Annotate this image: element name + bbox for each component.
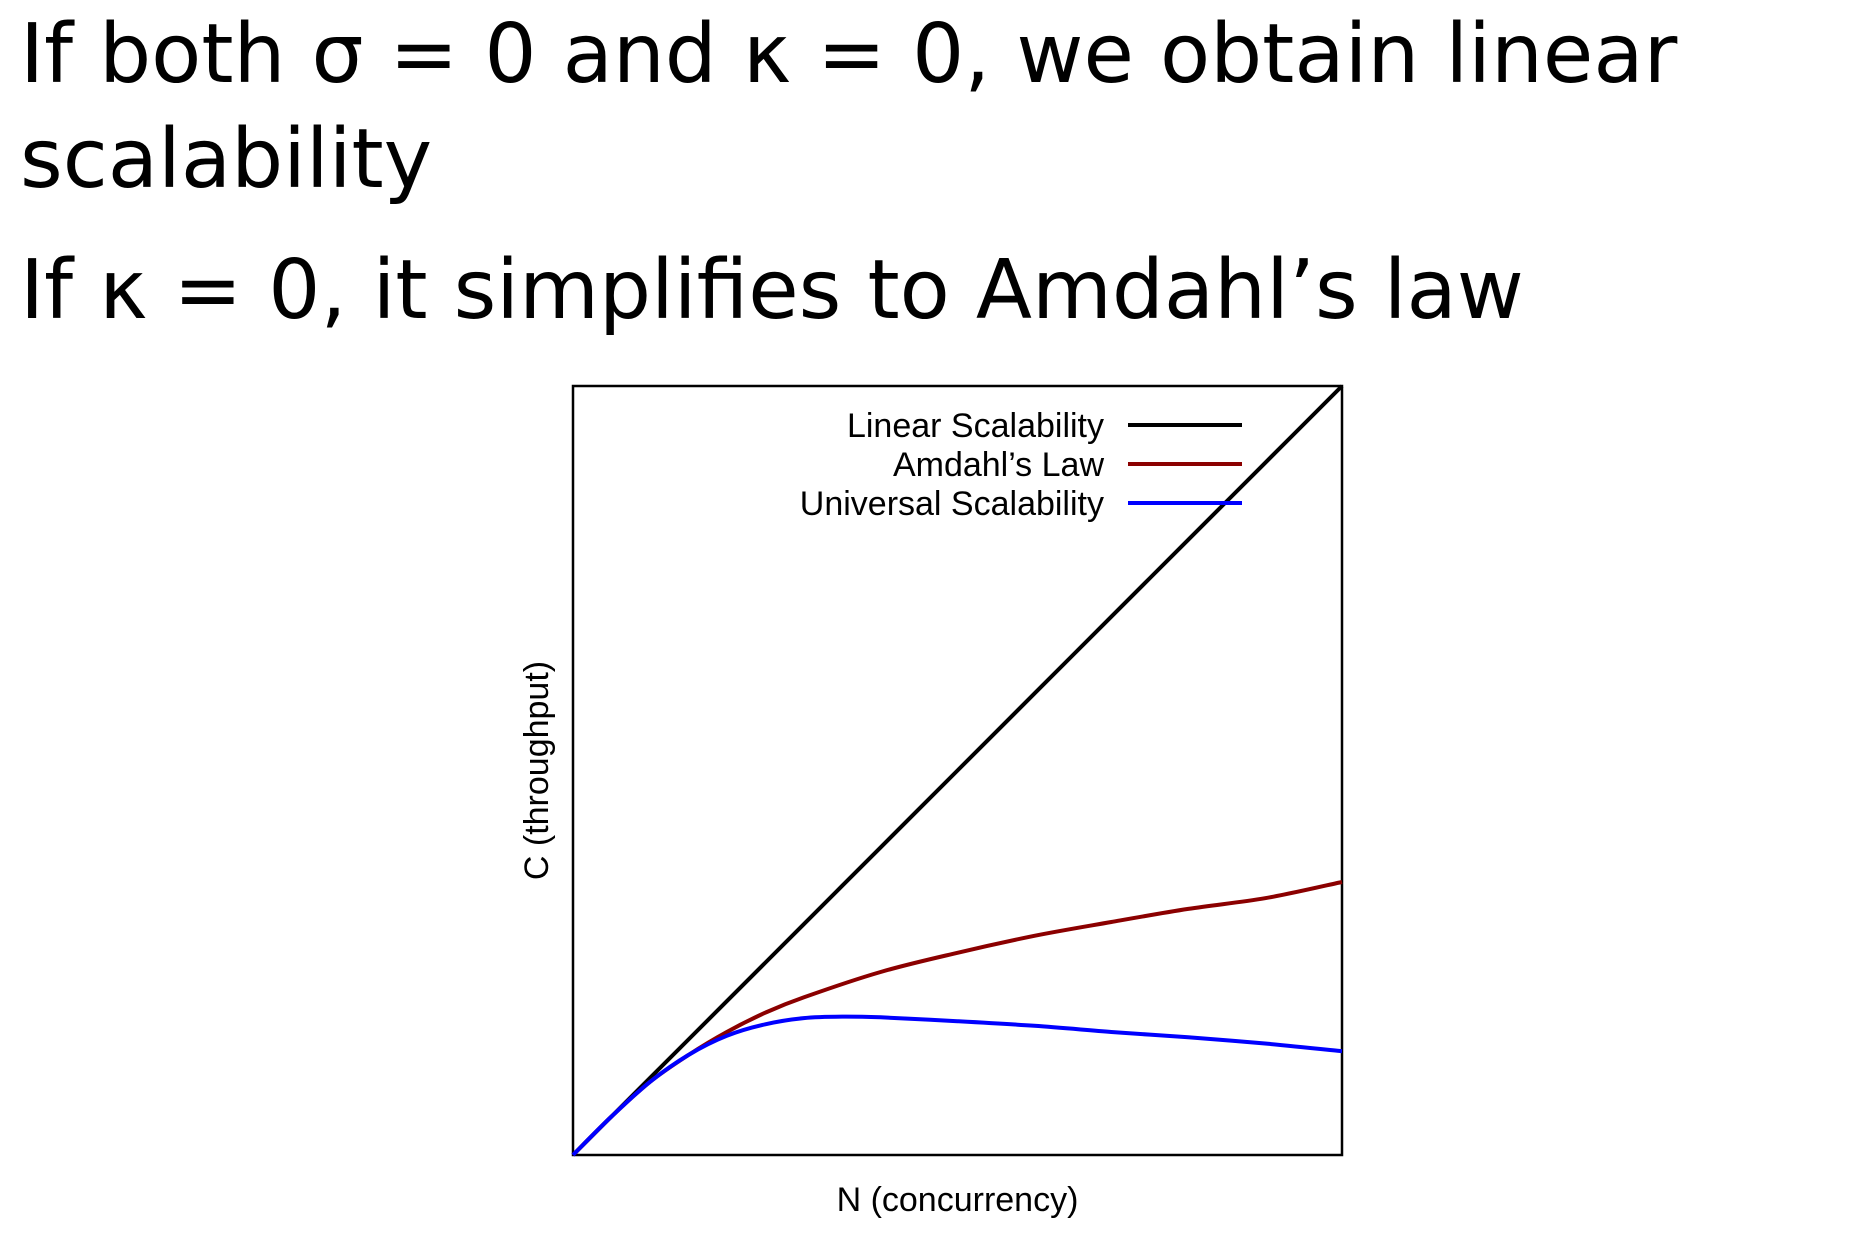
series-group: [571, 384, 1344, 1157]
x-axis-label: N (concurrency): [837, 1181, 1079, 1219]
series-line-linear-scalability: [571, 384, 1344, 1157]
statement-line-3: If κ = 0, it simplifies to Amdahl’s law: [20, 243, 1524, 338]
plot-frame: [571, 384, 1344, 1157]
legend-label-linear-scalability: Linear Scalability: [847, 407, 1104, 445]
statement-line-1: If both σ = 0 and κ = 0, we obtain linea…: [20, 7, 1678, 102]
series-line-amdahl-s-law: [571, 880, 1343, 1157]
statement-line-2: scalability: [20, 112, 433, 207]
legend-label-universal-scalability: Universal Scalability: [800, 485, 1104, 523]
legend-label-amdahl-s-law: Amdahl’s Law: [893, 446, 1104, 484]
series-line-universal-scalability: [571, 1014, 1343, 1157]
y-axis-label: C (throughput): [518, 661, 556, 880]
